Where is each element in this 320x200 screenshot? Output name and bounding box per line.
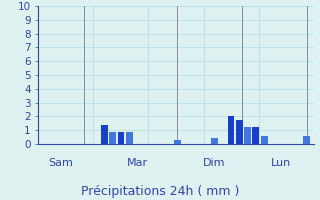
Text: Dim: Dim xyxy=(203,158,226,168)
Bar xyxy=(228,116,235,144)
Bar xyxy=(252,127,259,144)
Bar xyxy=(211,138,218,144)
Bar xyxy=(260,136,268,144)
Bar xyxy=(126,132,133,144)
Bar xyxy=(174,140,181,144)
Text: Sam: Sam xyxy=(48,158,73,168)
Bar xyxy=(303,136,310,144)
Bar xyxy=(236,120,243,144)
Bar xyxy=(101,125,108,144)
Bar xyxy=(109,132,116,144)
Bar xyxy=(117,132,124,144)
Text: Lun: Lun xyxy=(270,158,291,168)
Text: Mar: Mar xyxy=(127,158,148,168)
Text: Précipitations 24h ( mm ): Précipitations 24h ( mm ) xyxy=(81,185,239,198)
Bar xyxy=(244,127,251,144)
